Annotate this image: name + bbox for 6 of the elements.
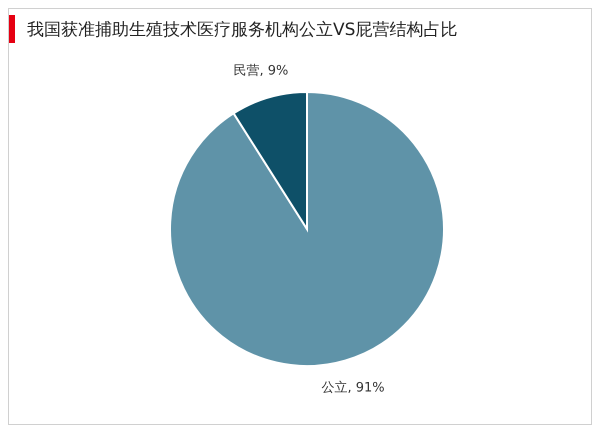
data-label: , 91% xyxy=(347,380,385,395)
pie-slice xyxy=(169,91,445,367)
slice-label: 民营 xyxy=(234,63,260,78)
data-label: , 9% xyxy=(260,63,288,78)
slice-label: 公立 xyxy=(321,378,348,395)
chart-title: 我国获准捕助生殖技术医疗服务机构公立VS屁营结构占比 xyxy=(27,19,458,41)
